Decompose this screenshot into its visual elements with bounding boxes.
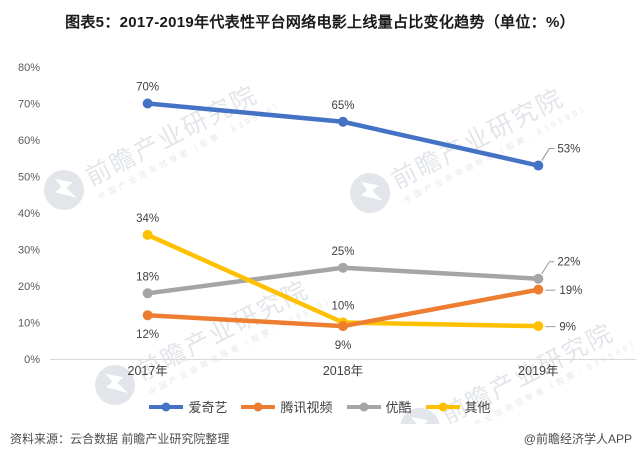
x-axis-label-2017年: 2017年 [128, 364, 168, 378]
y-axis-tick-label: 10% [18, 318, 40, 330]
legend-item-others: 其他 [425, 397, 491, 416]
chart-footer: 资料来源：云合数据 前瞻产业研究院整理 @前瞻经济学人APP [10, 430, 632, 447]
y-axis-tick-label: 40% [18, 208, 40, 220]
watermark-logo-swoosh-icon [410, 416, 434, 424]
watermark-logo-swoosh-icon [360, 181, 384, 201]
legend-dot-others [438, 402, 448, 411]
source-note: 资料来源：云合数据 前瞻产业研究院整理 [10, 432, 230, 446]
data-point-tencent-video-2019年 [533, 284, 544, 295]
y-axis-tick-label: 30% [18, 245, 40, 257]
legend-item-iqiyi: 爱奇艺 [149, 397, 227, 416]
y-axis-tick-label: 70% [18, 99, 40, 111]
chart-title: 图表5：2017-2019年代表性平台网络电影上线量占比变化趋势（单位：%） [65, 14, 575, 31]
data-point-tencent-video-2017年 [142, 310, 153, 321]
legend-marker-tencent-video-icon [241, 402, 276, 411]
legend-item-tencent-video: 腾讯视频 [241, 397, 333, 416]
y-axis-tick-label: 0% [24, 354, 40, 366]
credit-note: @前瞻经济学人APP [523, 432, 632, 446]
data-label-youku-2019年: 22% [557, 257, 580, 269]
y-axis-tick-label: 20% [18, 281, 40, 293]
data-point-tencent-video-2018年 [338, 321, 348, 332]
legend-marker-youku-icon [346, 402, 381, 411]
legend-label-tencent-video: 腾讯视频 [280, 400, 333, 415]
y-axis-tick-label: 60% [18, 135, 40, 147]
data-label-others-2019年: 9% [559, 322, 576, 334]
data-point-youku-2018年 [338, 262, 348, 273]
data-point-others-2017年 [142, 229, 153, 240]
data-label-tencent-video-2018年: 9% [335, 340, 352, 352]
legend-label-youku: 优酷 [385, 400, 412, 415]
legend-marker-iqiyi-icon [149, 402, 184, 411]
data-point-youku-2017年 [142, 288, 153, 299]
data-point-iqiyi-2018年 [338, 116, 348, 127]
leader-line-youku [541, 261, 555, 274]
watermark-logo-swoosh-icon [105, 373, 129, 393]
leader-line-iqiyi [541, 148, 555, 161]
data-label-youku-2017年: 18% [136, 271, 159, 283]
watermark-main-text: 前瞻产业研究院 [81, 81, 262, 192]
x-axis-label-2019年: 2019年 [518, 364, 558, 378]
legend-dot-tencent-video [253, 402, 263, 411]
watermark-logo-icon [44, 170, 84, 210]
legend-item-youku: 优酷 [346, 397, 412, 416]
chart-legend: 爱奇艺 腾讯视频 优酷 其他 [0, 397, 640, 416]
legend-label-others: 其他 [464, 400, 491, 415]
data-label-iqiyi-2017年: 70% [136, 82, 159, 94]
x-axis-label-2018年: 2018年 [323, 364, 363, 378]
data-label-iqiyi-2018年: 65% [331, 100, 354, 112]
watermark-logo-swoosh-icon [54, 178, 78, 198]
legend-dot-youku [359, 402, 368, 411]
data-label-others-2017年: 34% [136, 213, 159, 225]
legend-label-iqiyi: 爱奇艺 [188, 400, 228, 415]
data-label-youku-2018年: 25% [331, 246, 354, 258]
data-point-iqiyi-2019年 [533, 160, 544, 171]
data-point-iqiyi-2017年 [142, 98, 153, 109]
data-point-youku-2019年 [533, 273, 544, 284]
data-label-iqiyi-2019年: 53% [557, 144, 580, 156]
watermark-logo-icon [400, 408, 440, 424]
watermark-logo-icon [95, 365, 135, 405]
data-point-others-2019年 [533, 321, 544, 332]
legend-dot-iqiyi [161, 402, 171, 411]
data-label-tencent-video-2019年: 19% [559, 285, 582, 297]
data-label-tencent-video-2017年: 12% [136, 329, 159, 341]
y-axis-tick-label: 50% [18, 172, 40, 184]
watermark-logo-icon [350, 173, 390, 213]
legend-marker-others-icon [425, 402, 460, 411]
data-label-others-2018年: 10% [331, 301, 354, 313]
y-axis-tick-label: 80% [18, 62, 40, 74]
